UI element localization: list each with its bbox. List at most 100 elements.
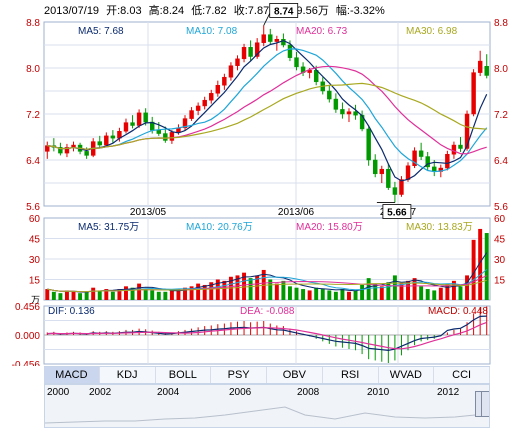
price-axis-tick-right: 6.4 [494, 156, 508, 167]
volume-bar [432, 290, 437, 300]
candle-body [228, 65, 234, 78]
volume-bar [222, 280, 227, 300]
tab-obv[interactable]: OBV [267, 367, 323, 383]
volume-bar [465, 275, 470, 300]
candle-body [143, 112, 148, 123]
quote-header: 2013/07/19 开:8.03 高:8.24 低:7.82 收:7.87 量… [44, 2, 389, 18]
volume-axis-tick-left: 60 [29, 214, 41, 225]
timeline-navigator[interactable]: 2000 2002 2004 2006 2008 2010 2012 [44, 384, 490, 428]
volume-bar [110, 291, 115, 300]
volume-bar [248, 278, 253, 300]
volume-bar [386, 282, 391, 300]
macd-axis-tick: 0.456 [15, 302, 40, 313]
candle-body [274, 39, 280, 42]
candle-body [156, 129, 161, 134]
candle-body [333, 98, 339, 110]
candle-body [169, 132, 175, 141]
candle-body [215, 85, 221, 94]
volume-bar [255, 275, 260, 300]
volume-bar [294, 287, 299, 300]
volume-bar [215, 279, 220, 300]
quote-high: 高:8.24 [148, 5, 185, 17]
candle-body [379, 168, 384, 175]
candle-body [484, 66, 489, 76]
volume-ma-legend: MA20: 15.80万 [296, 222, 363, 233]
candle-body [353, 111, 358, 116]
price-axis-tick-left: 7.2 [26, 110, 40, 121]
volume-bar [471, 239, 476, 300]
candle-body [346, 111, 352, 115]
volume-bar [327, 290, 332, 300]
candle-body [130, 122, 135, 126]
volume-bar [373, 283, 378, 300]
price-axis-tick-right: 8.0 [494, 64, 508, 75]
timeline-right-handle[interactable] [481, 391, 489, 417]
volume-bar [314, 287, 319, 300]
price-axis-tick-left: 6.4 [26, 156, 40, 167]
price-ma30-line [47, 82, 487, 150]
volume-bar [242, 272, 247, 300]
candle-body [110, 135, 116, 139]
volume-bar [169, 290, 174, 300]
tab-rsi[interactable]: RSI [323, 367, 379, 383]
timeline-year: 2006 [229, 387, 252, 398]
high-price-label: 8.74 [274, 6, 294, 17]
candle-body [458, 144, 463, 149]
timeline-year: 2002 [89, 387, 112, 398]
volume-bar [156, 291, 161, 300]
date-axis-tick: 2013/05 [130, 207, 167, 218]
candle-body [136, 112, 142, 126]
volume-bar [117, 289, 122, 300]
volume-bar [445, 283, 450, 300]
macd-dif-label: DIF: 0.136 [48, 306, 95, 317]
volume-ma30-line [47, 279, 487, 293]
candle-body [58, 147, 63, 154]
volume-bar [268, 279, 273, 300]
volume-bar [379, 286, 384, 300]
candle-body [405, 165, 411, 180]
macd-dea-label: DEA: -0.088 [240, 306, 295, 317]
macd-axis-tick: 0.000 [15, 331, 40, 342]
candle-body [104, 135, 109, 146]
candle-body [477, 60, 483, 73]
candle-body [471, 72, 476, 115]
tab-kdj[interactable]: KDJ [100, 367, 156, 383]
price-axis-tick-right: 7.2 [494, 110, 508, 121]
volume-ma-legend: MA10: 20.76万 [186, 222, 253, 233]
volume-bar [425, 289, 430, 300]
candle-body [241, 47, 247, 60]
volume-bar [360, 284, 365, 300]
stock-chart-svg: 8.8 8.8 8.0 8.0 7.2 7.2 6.4 6.4 5.6 5.6 2013/05 201… [12, 3, 508, 366]
macd-axis-tick: -0.456 [12, 360, 41, 366]
tab-boll[interactable]: BOLL [156, 367, 212, 383]
volume-bar [91, 287, 96, 300]
volume-axis-tick-right: 30 [494, 255, 506, 266]
candle-body [189, 110, 194, 119]
volume-bar [307, 290, 312, 300]
candle-body [84, 151, 89, 156]
volume-bar [366, 278, 371, 300]
candle-body [464, 113, 470, 149]
candle-body [268, 34, 273, 42]
candle-body [222, 76, 227, 86]
volume-axis-tick-left: 45 [29, 235, 41, 246]
volume-bar [458, 286, 463, 300]
candle-body [182, 118, 188, 129]
volume-bar [78, 293, 83, 300]
tab-macd[interactable]: MACD [44, 367, 100, 383]
candle-body [64, 147, 70, 154]
tab-psy[interactable]: PSY [211, 367, 267, 383]
date-axis-tick: 2013/06 [278, 207, 315, 218]
volume-bar [189, 286, 194, 300]
timeline-year: 2000 [47, 387, 70, 398]
tab-wvad[interactable]: WVAD [379, 367, 435, 383]
high-marker-line [263, 13, 271, 26]
volume-bar [71, 291, 76, 300]
candle-body [123, 122, 129, 132]
candle-body [71, 144, 76, 148]
tab-cci[interactable]: CCI [434, 367, 490, 383]
volume-bar [287, 286, 292, 300]
volume-bar [392, 275, 397, 300]
volume-bar [45, 289, 50, 300]
quote-low: 低:7.82 [191, 5, 227, 17]
